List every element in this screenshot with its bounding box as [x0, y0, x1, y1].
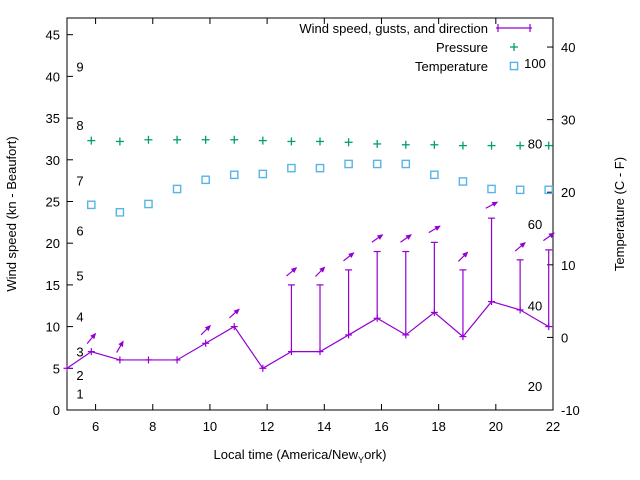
- legend-label: Wind speed, gusts, and direction: [299, 21, 488, 36]
- fahrenheit-label: 80: [528, 137, 542, 152]
- temperature-marker: [201, 175, 210, 185]
- direction-arrow-head: [290, 267, 298, 273]
- temperature-marker: [229, 170, 239, 180]
- direction-arrow-head: [233, 308, 240, 315]
- beaufort-label: 7: [76, 174, 83, 189]
- fahrenheit-label: 20: [528, 379, 542, 394]
- direction-arrow-head: [519, 242, 526, 248]
- wind-speed-line: [66, 300, 550, 370]
- beaufort-label: 6: [76, 224, 83, 239]
- x-tick-label: 16: [374, 419, 388, 434]
- direction-arrow-head: [434, 225, 441, 231]
- temperature-marker: [258, 169, 268, 179]
- fahrenheit-label: 40: [528, 298, 542, 313]
- beaufort-label: 4: [76, 310, 83, 325]
- temperature-marker: [172, 184, 182, 194]
- y-left-tick-label: 25: [46, 194, 60, 209]
- y-left-tick-label: 15: [46, 278, 60, 293]
- temperature-series: [86, 159, 554, 217]
- temperature-marker: [115, 208, 125, 217]
- y-axis-left-title: Wind speed (kn - Beaufort): [4, 136, 19, 291]
- y-left-tick-label: 35: [46, 111, 60, 126]
- x-tick-label: 18: [431, 419, 445, 434]
- x-tick-label: 22: [546, 419, 560, 434]
- x-tick-label: 8: [149, 419, 156, 434]
- direction-arrow-head: [376, 234, 384, 240]
- direction-arrow-head: [405, 234, 412, 240]
- legend-swatch-marker: [509, 61, 519, 71]
- temperature-marker: [86, 200, 96, 210]
- temperature-marker: [515, 185, 525, 195]
- legend-label: Temperature: [415, 59, 488, 74]
- direction-arrow-head: [491, 201, 499, 207]
- x-tick-label: 10: [203, 419, 217, 434]
- y-right-tick-label: 30: [561, 113, 575, 128]
- y-left-tick-label: 45: [46, 28, 60, 43]
- direction-arrow-head: [348, 252, 355, 259]
- temperature-marker: [144, 199, 153, 209]
- fahrenheit-label: 60: [528, 217, 542, 232]
- y-right-tick-label: 20: [561, 185, 575, 200]
- pressure-series: [87, 135, 553, 150]
- y-right-tick-label: -10: [561, 403, 580, 418]
- y-right-tick-label: 0: [561, 330, 568, 345]
- wind-direction-arrows: [86, 201, 555, 353]
- x-tick-label: 6: [92, 419, 99, 434]
- y-left-tick-label: 5: [53, 361, 60, 376]
- chart-legend: Wind speed, gusts, and direction Pressure…: [299, 21, 532, 74]
- y-axis-left-ticks: 0 5 10 15 20 25 30 35 40 45: [46, 28, 73, 418]
- x-tick-label: 12: [260, 419, 274, 434]
- temperature-marker: [458, 177, 468, 186]
- beaufort-label: 3: [76, 345, 83, 360]
- wind-speed-series: [63, 298, 553, 372]
- x-tick-label: 20: [489, 419, 503, 434]
- y-left-tick-label: 30: [46, 153, 60, 168]
- y-left-tick-label: 0: [53, 403, 60, 418]
- beaufort-label: 1: [76, 386, 83, 401]
- fahrenheit-label: 100: [524, 56, 546, 71]
- beaufort-label: 5: [76, 269, 83, 284]
- x-axis-title: Local time (America/NewYork): [214, 447, 387, 465]
- wind-gust-bars: [287, 217, 553, 352]
- y-right-tick-label: 10: [561, 258, 575, 273]
- y-right-tick-label: 40: [561, 40, 575, 55]
- direction-arrow-head: [118, 340, 124, 347]
- beaufort-label: 9: [76, 59, 83, 74]
- temperature-marker: [430, 170, 439, 180]
- direction-arrow-head: [90, 332, 97, 340]
- y-left-tick-label: 40: [46, 69, 60, 84]
- x-axis-ticks: 6 8 10 12 14 16 18 20 22: [92, 18, 560, 434]
- direction-arrow-head: [319, 266, 326, 273]
- temperature-marker: [287, 163, 296, 173]
- beaufort-label: 8: [76, 118, 83, 133]
- y-axis-right-title: Temperature (C - F): [612, 157, 627, 271]
- beaufort-scale-labels: 1 2 3 4 5 6 7 8 9: [76, 59, 83, 401]
- y-axis-right-ticks: -10 0 10 20 30 40: [547, 40, 580, 418]
- fahrenheit-scale-labels: 20 40 60 80 100: [524, 56, 546, 394]
- temperature-marker: [344, 159, 353, 169]
- beaufort-label: 2: [76, 368, 83, 383]
- y-left-tick-label: 20: [46, 236, 60, 251]
- temperature-marker: [401, 159, 411, 169]
- direction-arrow-head: [548, 232, 555, 239]
- temperature-marker: [315, 163, 325, 173]
- temperature-marker: [372, 159, 382, 169]
- direction-arrow-head: [204, 324, 211, 332]
- direction-arrow-head: [462, 251, 469, 258]
- legend-label: Pressure: [436, 40, 488, 55]
- temperature-marker: [487, 184, 496, 194]
- y-left-tick-label: 10: [46, 320, 60, 335]
- temperature-marker: [544, 185, 554, 195]
- x-tick-label: 14: [317, 419, 331, 434]
